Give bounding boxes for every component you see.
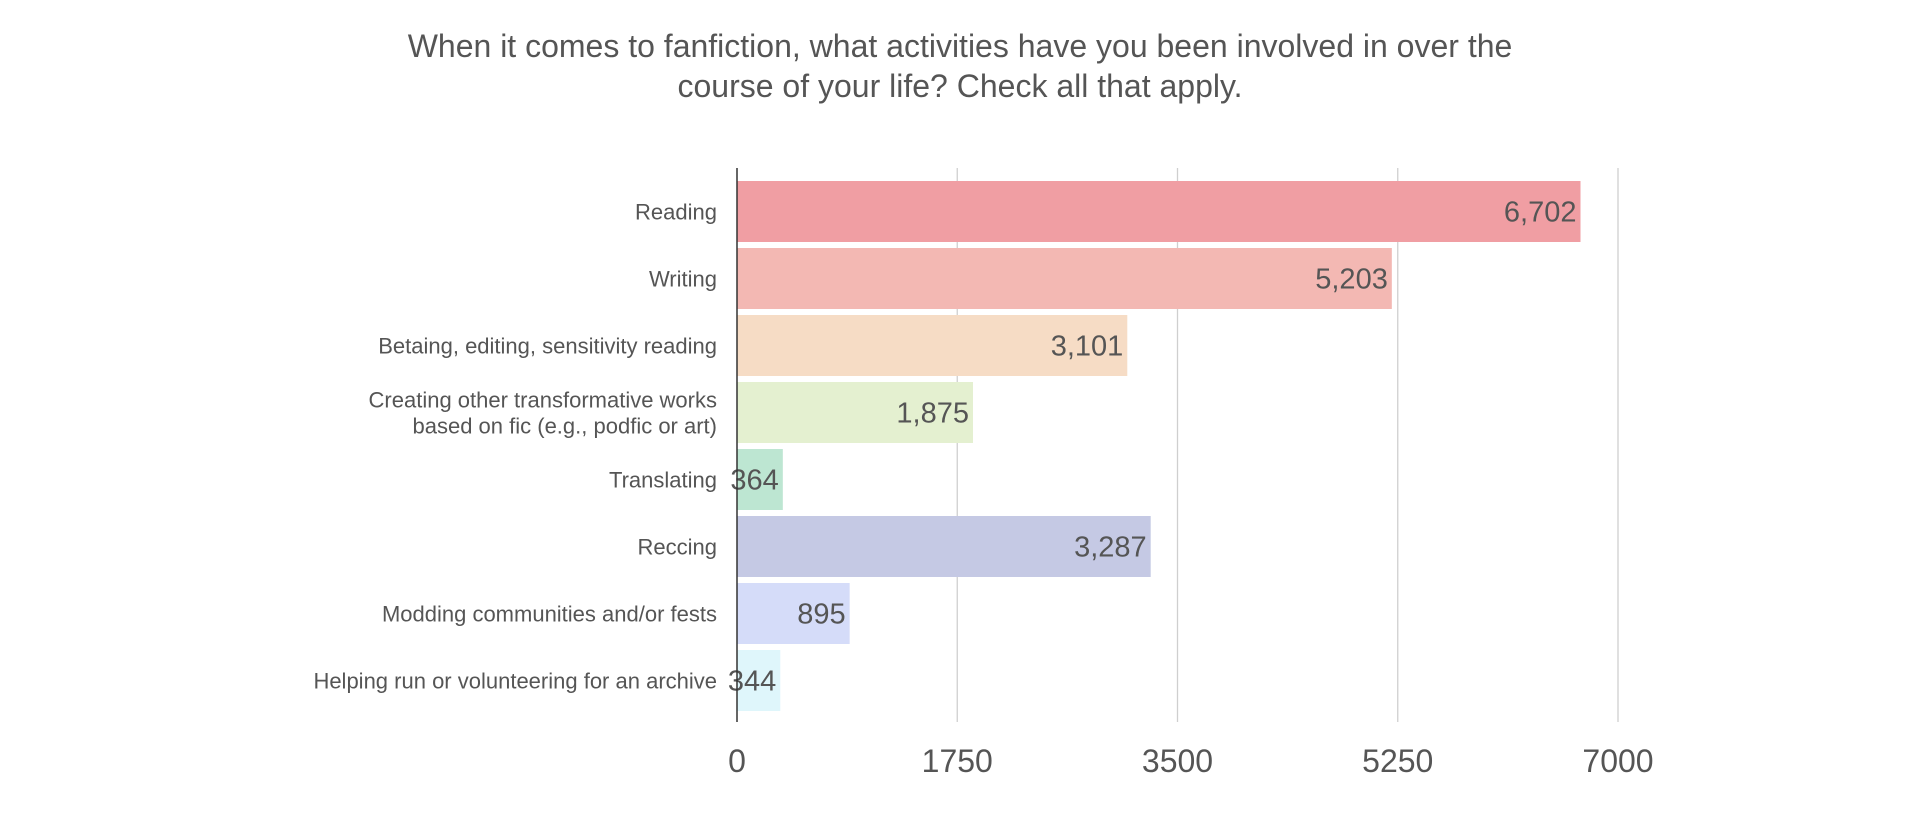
value-label: 3,101 [1051,331,1124,363]
value-label: 3,287 [1074,532,1147,564]
bar [737,248,1392,309]
x-tick-label: 1750 [922,743,993,779]
category-labels: Reading Writing Betaing, editing, sensitiv… [313,200,717,694]
category-label: Helping run or volunteering for an archi… [313,669,717,694]
chart-title-line-1: When it comes to fanfiction, what activi… [407,28,1513,64]
value-label: 6,702 [1504,197,1577,229]
x-tick-label: 0 [728,743,746,779]
bar [737,516,1151,577]
bar [737,315,1128,376]
value-label: 344 [728,666,776,698]
category-label: based on fic (e.g., podfic or art) [413,414,718,439]
bar [737,382,973,443]
category-label: Modding communities and/or fests [382,602,717,627]
bar [737,583,850,644]
value-label: 5,203 [1315,264,1388,296]
x-tick-label: 7000 [1582,743,1653,779]
bar [737,181,1581,242]
value-label: 364 [730,465,778,497]
value-labels: 6,702 5,203 3,101 1,875 364 3,287 895 344 [728,197,1577,698]
category-label: Writing [649,267,717,292]
chart-title-line-2: course of your life? Check all that appl… [677,68,1243,104]
bars [737,181,1581,711]
value-label: 1,875 [896,398,969,430]
category-label: Translating [609,468,717,493]
category-label: Betaing, editing, sensitivity reading [378,334,717,359]
bar [737,650,781,711]
x-tick-label: 3500 [1142,743,1213,779]
category-label: Creating other transformative works [369,388,717,413]
x-axis-ticks: 0 1750 3500 5250 7000 [728,743,1653,779]
category-label: Reccing [638,535,717,560]
chart-title: When it comes to fanfiction, what activi… [0,26,1920,106]
bar [737,449,783,510]
category-label: Reading [635,200,717,225]
x-tick-label: 5250 [1362,743,1433,779]
value-label: 895 [797,599,845,631]
